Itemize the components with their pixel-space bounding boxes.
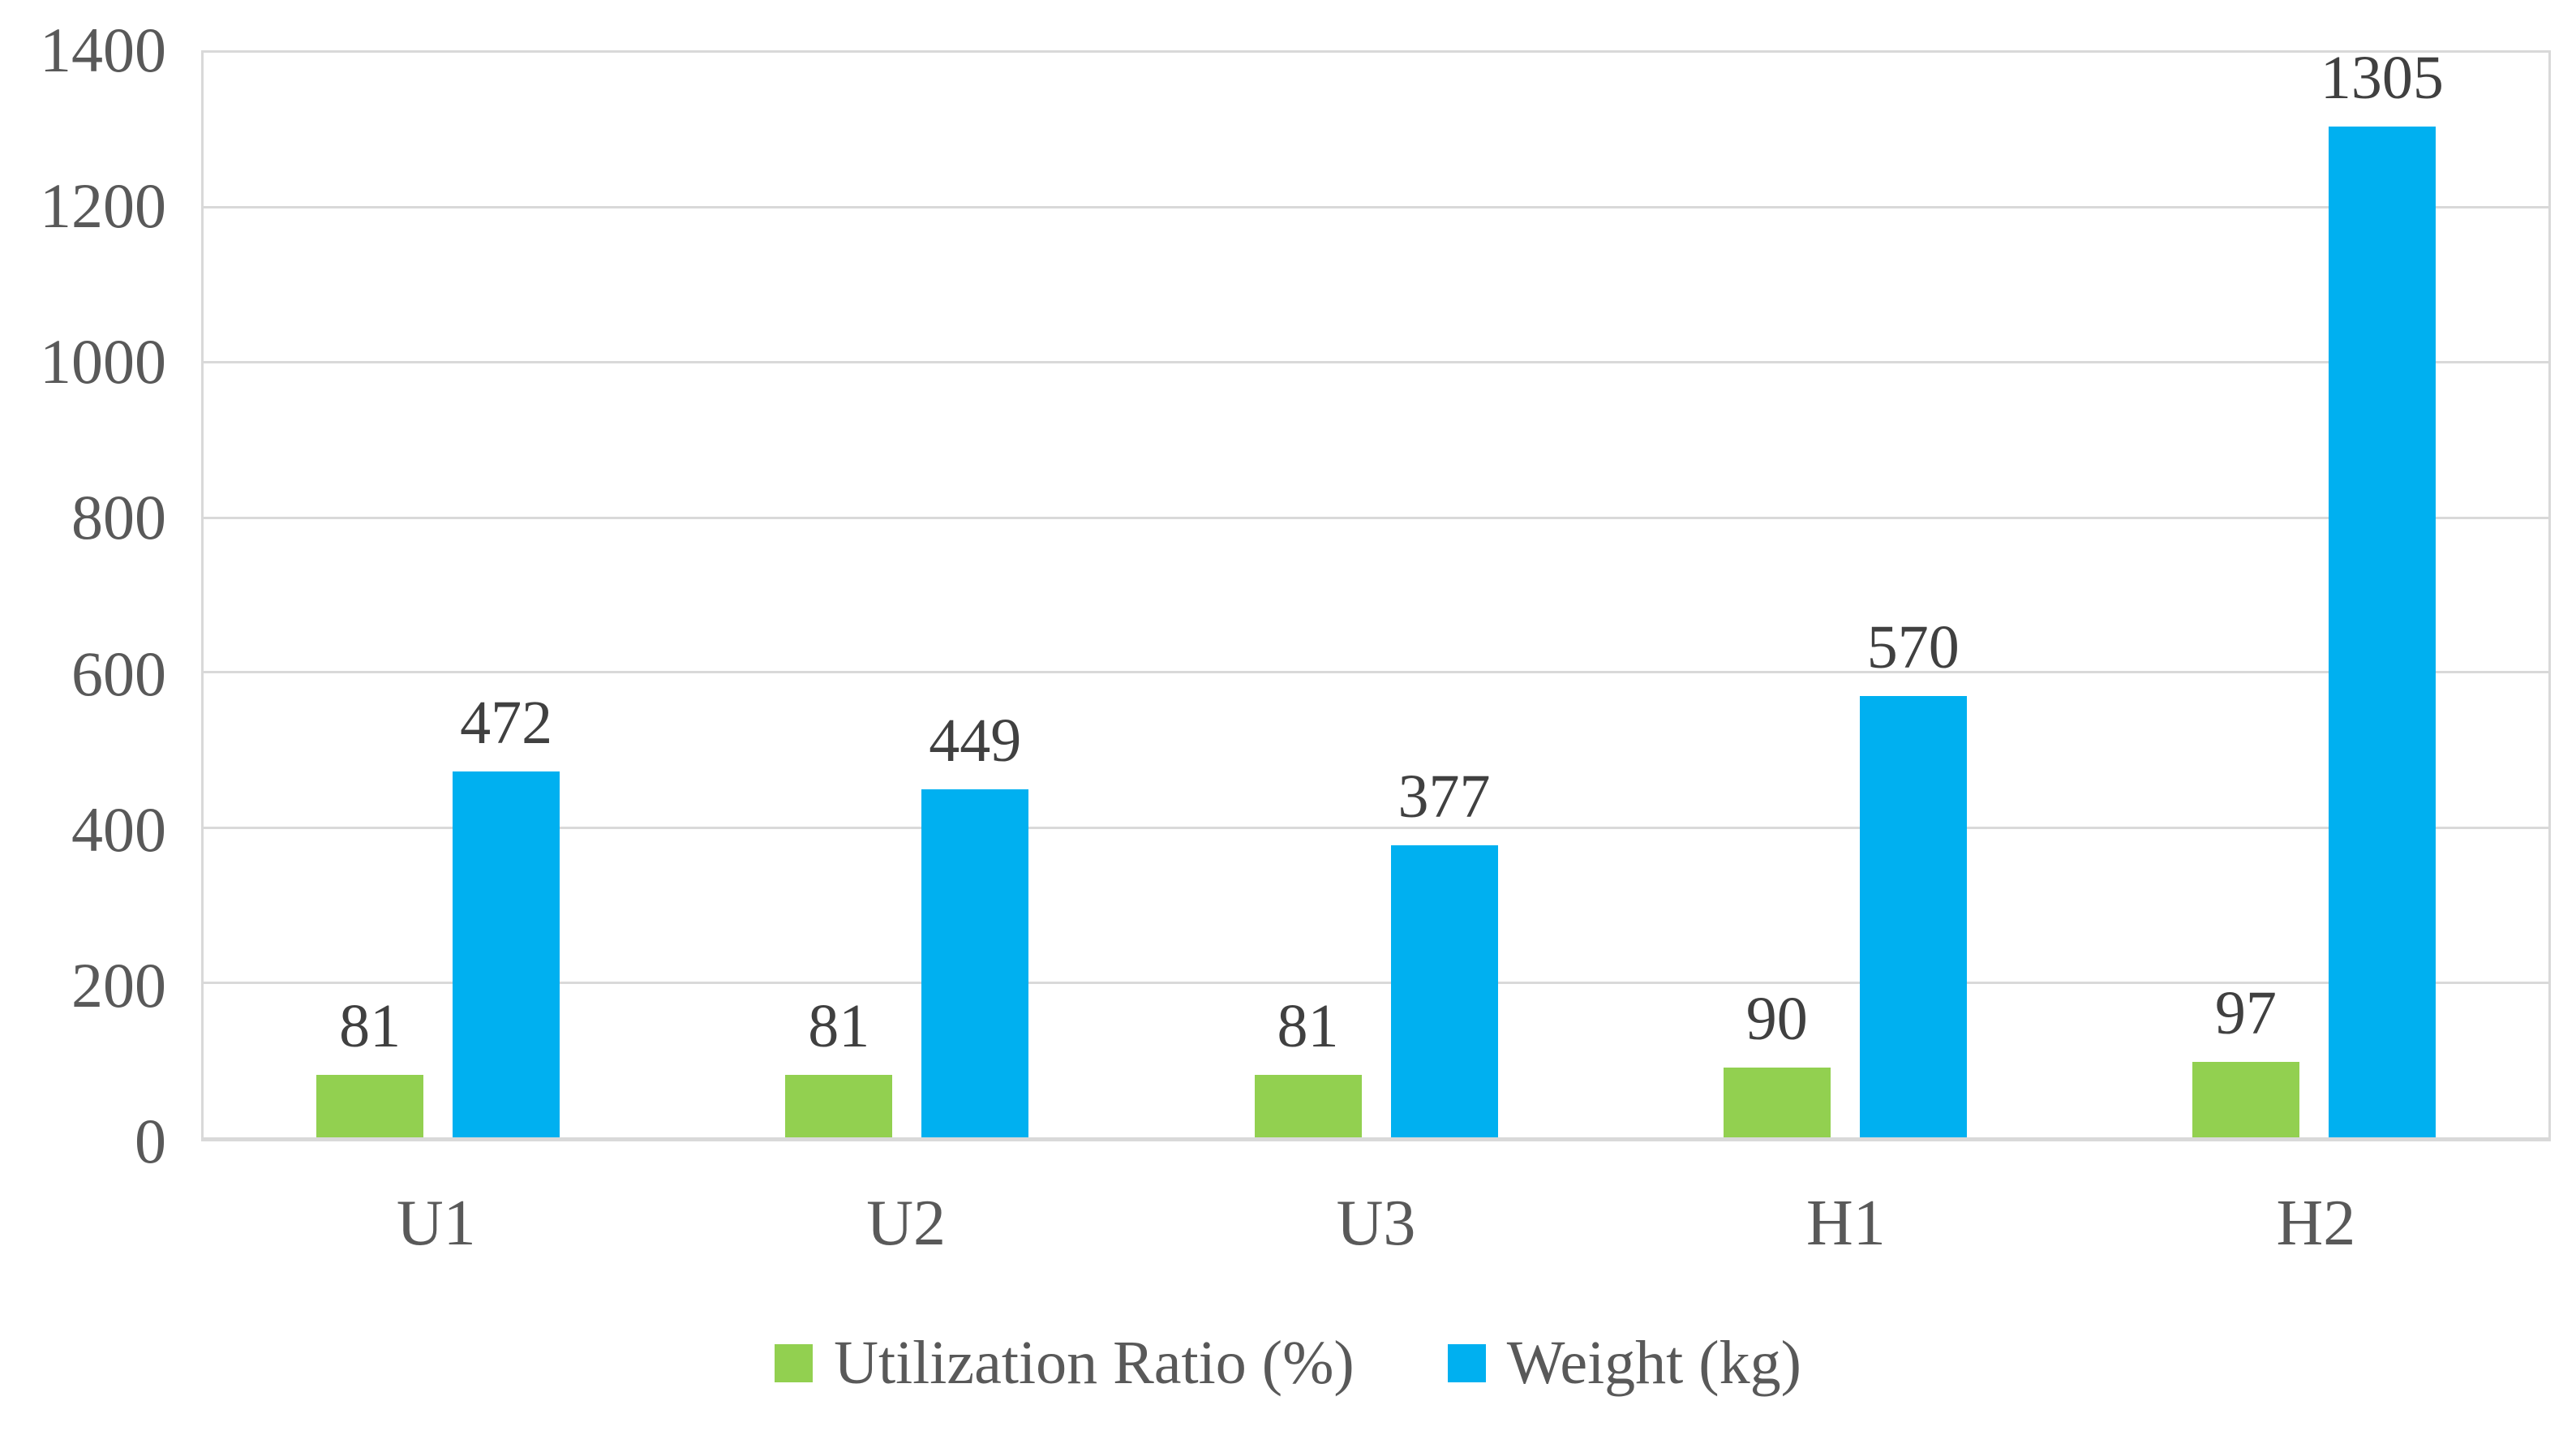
bar-groups: 81 472 81 449 81 377 90 570 97 1305 (204, 47, 2548, 1137)
y-tick-label: 0 (135, 1106, 166, 1176)
x-axis: U1 U2 U3 H1 H2 (201, 1191, 2551, 1256)
bar-group-h1: 90 570 (1611, 53, 2080, 1137)
bar-weight-kg-u2: 449 (921, 710, 1029, 1137)
bar-pair: 97 1305 (2192, 47, 2444, 1137)
bar-weight-kg-h2: 1305 (2321, 47, 2444, 1137)
bar-value-label: 81 (339, 991, 401, 1060)
bar-pair: 81 472 (316, 53, 560, 1137)
bar-value-label: 472 (460, 689, 553, 758)
bar-utilization-ratio-u3: 81 (1254, 995, 1362, 1137)
bar-utilization-ratio-h2: 97 (2192, 982, 2299, 1137)
bar-pair: 90 570 (1723, 53, 1967, 1137)
bar-pair: 81 449 (785, 53, 1029, 1137)
bar-utilization-ratio-u2: 81 (785, 995, 893, 1137)
bar-utilization-ratio-h1: 90 (1723, 988, 1831, 1137)
gridline (204, 671, 2548, 674)
bar-value-label: 1305 (2320, 43, 2444, 112)
bar-pair: 81 377 (1254, 53, 1498, 1137)
y-tick-label: 1000 (40, 326, 166, 398)
legend-color-swatch (1447, 1343, 1486, 1382)
gridline (204, 206, 2548, 209)
legend: Utilization Ratio (%) Weight (kg) (0, 1332, 2576, 1394)
gridline (204, 361, 2548, 364)
x-category-label-h1: H1 (1806, 1188, 1886, 1259)
gridline (204, 981, 2548, 984)
plot-area: 81 472 81 449 81 377 90 570 97 1305 (201, 47, 2551, 1141)
bar-group-h2: 97 1305 (2080, 47, 2548, 1137)
bar-value-label: 81 (1277, 991, 1339, 1060)
x-category-label-u1: U1 (396, 1188, 476, 1259)
legend-item: Weight (kg) (1447, 1329, 1801, 1397)
gridline (204, 826, 2548, 829)
legend-color-swatch (775, 1343, 814, 1382)
bar-weight-kg-u1: 472 (453, 692, 560, 1137)
x-category-label-u3: U3 (1336, 1188, 1416, 1259)
bar-group-u3: 81 377 (1141, 53, 1610, 1137)
bar-value-label: 81 (808, 991, 870, 1060)
y-tick-label: 400 (71, 793, 166, 865)
y-axis: 0 200 400 600 800 1000 1200 1400 (0, 19, 166, 1173)
y-tick-label: 800 (71, 482, 166, 553)
legend-label: Weight (kg) (1506, 1329, 1801, 1397)
y-tick-label: 200 (71, 949, 166, 1021)
bar-value-label: 570 (1866, 612, 1960, 681)
bar-utilization-ratio-u1: 81 (316, 995, 424, 1137)
gridline (204, 516, 2548, 519)
y-tick-label: 1200 (40, 170, 166, 242)
y-tick-label: 1400 (40, 15, 166, 85)
x-category-label-h2: H2 (2276, 1188, 2356, 1259)
bar-group-u2: 81 449 (672, 53, 1141, 1137)
bar-value-label: 377 (1397, 762, 1491, 831)
x-category-label-u2: U2 (866, 1188, 946, 1259)
bar-weight-kg-u3: 377 (1390, 766, 1498, 1137)
legend-label: Utilization Ratio (%) (834, 1329, 1355, 1397)
legend-item: Utilization Ratio (%) (775, 1332, 1355, 1394)
bar-value-label: 97 (2214, 979, 2277, 1048)
y-tick-label: 600 (71, 638, 166, 709)
bar-weight-kg-h1: 570 (1859, 617, 1967, 1137)
bar-value-label: 90 (1745, 985, 1808, 1054)
bar-group-u1: 81 472 (204, 53, 672, 1137)
bar-value-label: 449 (929, 707, 1022, 776)
